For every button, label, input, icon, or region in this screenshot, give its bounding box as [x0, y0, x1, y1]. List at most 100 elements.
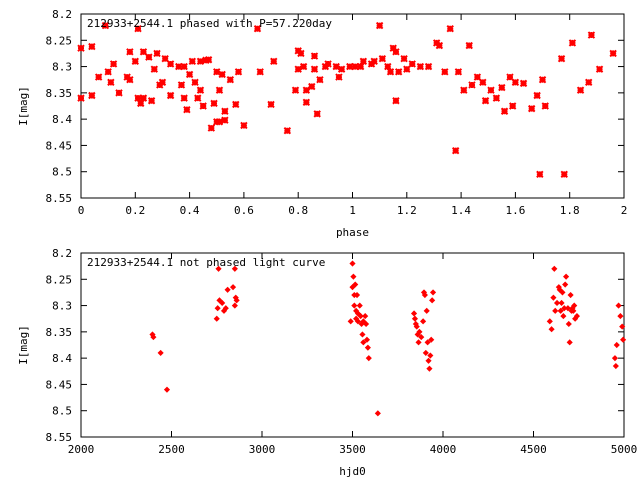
y-tick-label: 8.35 [46, 87, 73, 100]
data-point [126, 76, 134, 84]
x-axis-label: phase [336, 226, 369, 239]
data-point [425, 357, 432, 364]
data-point [557, 307, 564, 314]
x-axis-label: hjd0 [339, 465, 366, 478]
data-point [392, 97, 400, 105]
data-point [229, 284, 237, 291]
data-point [384, 62, 392, 71]
data-point [163, 386, 171, 393]
data-point [584, 78, 593, 87]
data-point [479, 78, 487, 87]
data-point [234, 68, 243, 76]
data-point [563, 273, 570, 280]
data-point [566, 339, 573, 346]
data-point [157, 349, 164, 356]
data-point [533, 91, 541, 100]
data-point [115, 89, 123, 97]
data-point [351, 62, 359, 71]
data-point [359, 331, 366, 338]
data-point [564, 305, 571, 312]
data-point [378, 54, 387, 63]
data-point [576, 86, 585, 94]
data-point [215, 118, 224, 126]
y-tick-label: 8.5 [52, 405, 72, 418]
y-tick-label: 8.35 [46, 326, 73, 339]
data-point [199, 102, 207, 110]
data-point [620, 336, 627, 343]
data-point [427, 352, 434, 359]
data-point [351, 302, 358, 309]
y-axis-label: I[mag] [17, 86, 30, 126]
data-point [389, 44, 397, 52]
data-point [560, 170, 568, 179]
data-point [188, 57, 197, 66]
data-point [400, 54, 408, 63]
data-point [221, 107, 229, 115]
x-tick-label: 2 [621, 204, 628, 217]
data-point [222, 305, 229, 312]
y-tick-label: 8.5 [52, 166, 72, 179]
data-point [359, 57, 368, 66]
data-point [426, 365, 433, 372]
data-point [392, 48, 400, 56]
data-point [231, 302, 238, 309]
data-point [166, 60, 175, 68]
y-axis-label: I[mag] [17, 325, 30, 365]
data-point [88, 42, 96, 51]
data-point [196, 86, 205, 94]
data-point [302, 98, 311, 107]
x-tick-label: 2000 [68, 443, 95, 456]
data-point [107, 78, 115, 87]
data-point [550, 294, 557, 301]
y-tick-label: 8.3 [52, 61, 72, 74]
data-point [153, 49, 161, 58]
data-point [332, 62, 340, 71]
data-point [386, 68, 395, 76]
data-point [346, 62, 354, 71]
data-point [310, 52, 319, 60]
y-tick-label: 8.55 [46, 431, 73, 444]
data-point [139, 94, 148, 102]
data-point [568, 39, 577, 47]
data-point [570, 307, 577, 314]
data-point [370, 57, 378, 66]
data-point [77, 94, 85, 102]
chart-title: 212933+2544.1 phased with P=57.220day [87, 17, 332, 30]
data-point [204, 56, 213, 64]
data-point [232, 100, 240, 109]
data-point [511, 78, 520, 87]
data-point [460, 86, 468, 94]
data-point [191, 78, 199, 87]
data-point [551, 265, 558, 272]
x-tick-label: 1.2 [397, 204, 417, 217]
data-point [147, 97, 156, 105]
data-point [451, 146, 460, 155]
x-tick-label: 0.6 [234, 204, 254, 217]
data-point [541, 102, 549, 110]
data-point [313, 110, 321, 118]
data-point [233, 297, 240, 304]
x-tick-label: 0.2 [125, 204, 145, 217]
data-point [487, 86, 495, 94]
data-point [403, 65, 411, 73]
data-point [567, 291, 574, 299]
data-point [421, 291, 428, 299]
data-point [294, 65, 302, 73]
y-tick-label: 8.4 [52, 352, 72, 365]
data-point [473, 73, 482, 81]
data-point [619, 323, 626, 330]
data-point [500, 107, 509, 115]
data-point [214, 305, 221, 312]
data-point [213, 315, 220, 322]
data-point [571, 302, 578, 309]
data-point [256, 68, 264, 76]
data-point [428, 336, 435, 343]
data-point [337, 65, 346, 73]
data-point [267, 100, 275, 109]
data-point [617, 313, 624, 320]
data-point [270, 57, 278, 66]
x-tick-label: 1.8 [560, 204, 580, 217]
data-point [161, 54, 169, 63]
data-point [562, 281, 569, 288]
x-tick-label: 3000 [249, 443, 276, 456]
